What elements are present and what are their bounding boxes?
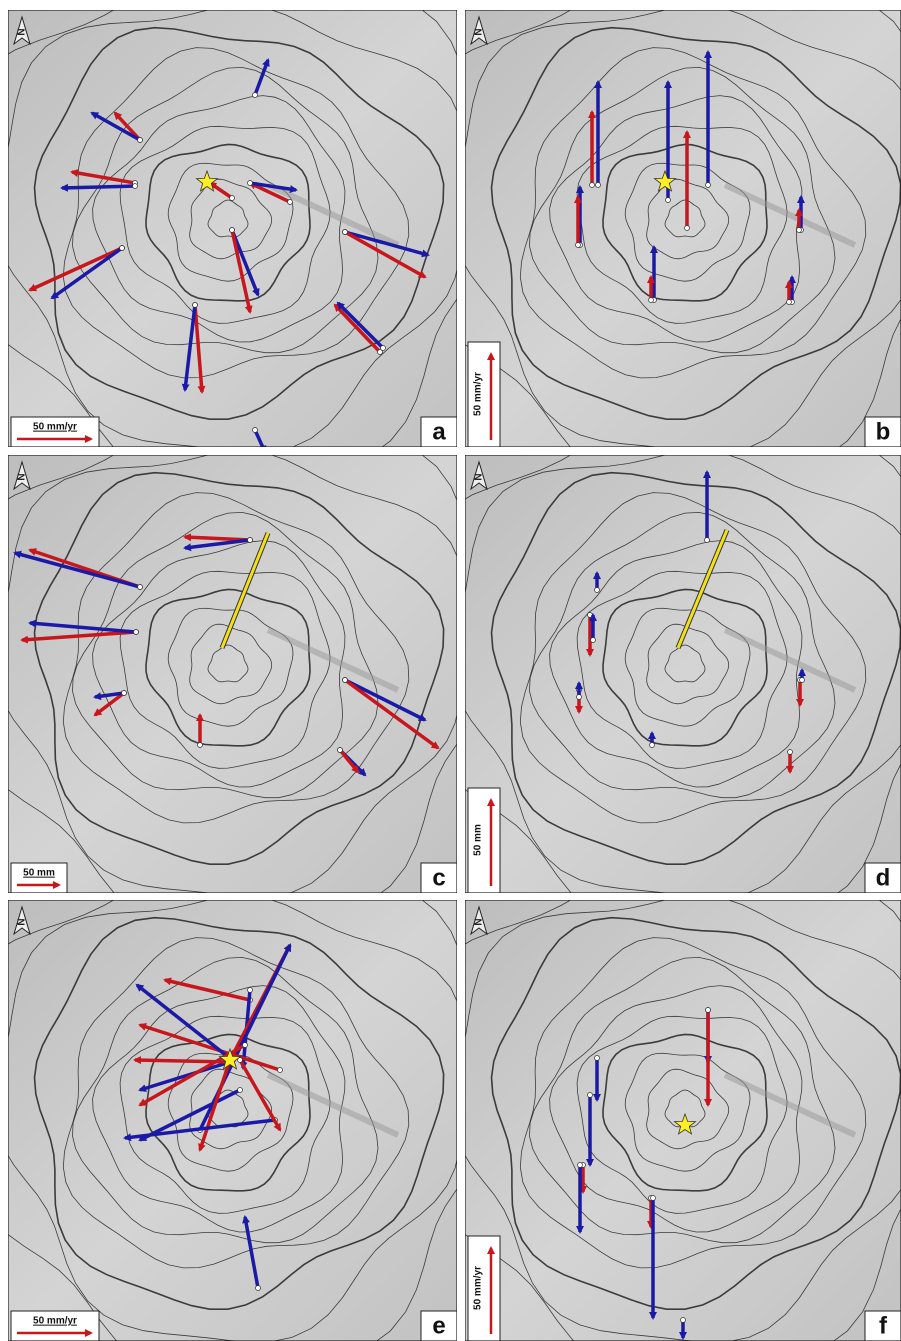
map-panel: Na 50 mm/yr xyxy=(0,0,494,487)
gps-station xyxy=(248,988,253,993)
gps-station xyxy=(248,181,253,186)
gps-station xyxy=(248,538,253,543)
relief-background xyxy=(8,900,457,1341)
gps-station xyxy=(650,743,655,748)
gps-station xyxy=(256,1286,261,1291)
panel-label: d xyxy=(876,864,891,891)
map-panel: Ne 50 mm/yr xyxy=(0,865,494,1341)
gps-station xyxy=(198,743,203,748)
page: Na 50 mm/yr Nb 50 mm/yr Nc 50 mm Nd 50 mm Ne 50 m… xyxy=(0,0,901,1341)
gps-station xyxy=(685,226,690,231)
scale-label: 50 mm/yr xyxy=(473,1266,484,1310)
gps-station xyxy=(134,630,139,635)
gps-station xyxy=(343,678,348,683)
gps-station xyxy=(649,298,654,303)
gps-station xyxy=(193,303,198,308)
gps-station xyxy=(122,691,127,696)
panel-label: f xyxy=(879,1312,888,1339)
map-panel: Nd 50 mm xyxy=(411,420,901,932)
gps-station xyxy=(706,1008,711,1013)
gps-station xyxy=(278,1068,283,1073)
gps-station xyxy=(705,538,710,543)
compass-label: N xyxy=(474,918,485,925)
relief-background xyxy=(8,455,457,893)
gps-station xyxy=(651,1196,656,1201)
map-panel: Nc 50 mm xyxy=(0,420,494,932)
panel-label: c xyxy=(432,864,445,891)
gps-station xyxy=(238,1088,243,1093)
scale-label: 50 mm xyxy=(473,824,484,856)
gps-station xyxy=(343,230,348,235)
panel-label: a xyxy=(432,418,446,445)
gps-station xyxy=(591,638,596,643)
gps-station xyxy=(288,200,293,205)
scale-label: 50 mm xyxy=(23,868,55,879)
figure: Na 50 mm/yr Nb 50 mm/yr Nc 50 mm Nd 50 mm Ne 50 m… xyxy=(0,0,901,1341)
gps-station xyxy=(577,695,582,700)
scale-label: 50 mm/yr xyxy=(473,372,484,416)
gps-station xyxy=(338,748,343,753)
compass-label: N xyxy=(17,28,28,35)
gps-station xyxy=(120,246,125,251)
panel-label: b xyxy=(876,418,891,445)
scale-label: 50 mm/yr xyxy=(33,1316,77,1327)
map-panel: Nf 50 mm/yr xyxy=(411,865,901,1341)
gps-station xyxy=(133,184,138,189)
gps-station xyxy=(706,183,711,188)
gps-station xyxy=(253,93,258,98)
gps-station xyxy=(787,300,792,305)
gps-station xyxy=(797,228,802,233)
panel-label: e xyxy=(432,1312,445,1339)
gps-station xyxy=(576,243,581,248)
gps-station xyxy=(596,183,601,188)
gps-station xyxy=(681,1318,686,1323)
scale-label: 50 mm/yr xyxy=(33,422,77,433)
compass-label: N xyxy=(17,473,28,480)
gps-station xyxy=(253,428,258,433)
gps-station xyxy=(590,183,595,188)
compass-label: N xyxy=(474,473,485,480)
relief-background xyxy=(465,10,901,447)
gps-station xyxy=(381,346,386,351)
gps-station xyxy=(595,588,600,593)
gps-station xyxy=(230,196,235,201)
gps-station xyxy=(588,1093,593,1098)
map-panel: Nb 50 mm/yr xyxy=(411,0,901,487)
gps-station xyxy=(230,228,235,233)
gps-station xyxy=(138,585,143,590)
compass-label: N xyxy=(474,28,485,35)
gps-station xyxy=(666,198,671,203)
gps-station xyxy=(243,1043,248,1048)
gps-station xyxy=(788,750,793,755)
gps-station xyxy=(138,138,143,143)
compass-label: N xyxy=(17,918,28,925)
gps-station xyxy=(578,1163,583,1168)
gps-station xyxy=(595,1056,600,1061)
displacement-arrow xyxy=(62,186,135,188)
gps-station xyxy=(800,678,805,683)
